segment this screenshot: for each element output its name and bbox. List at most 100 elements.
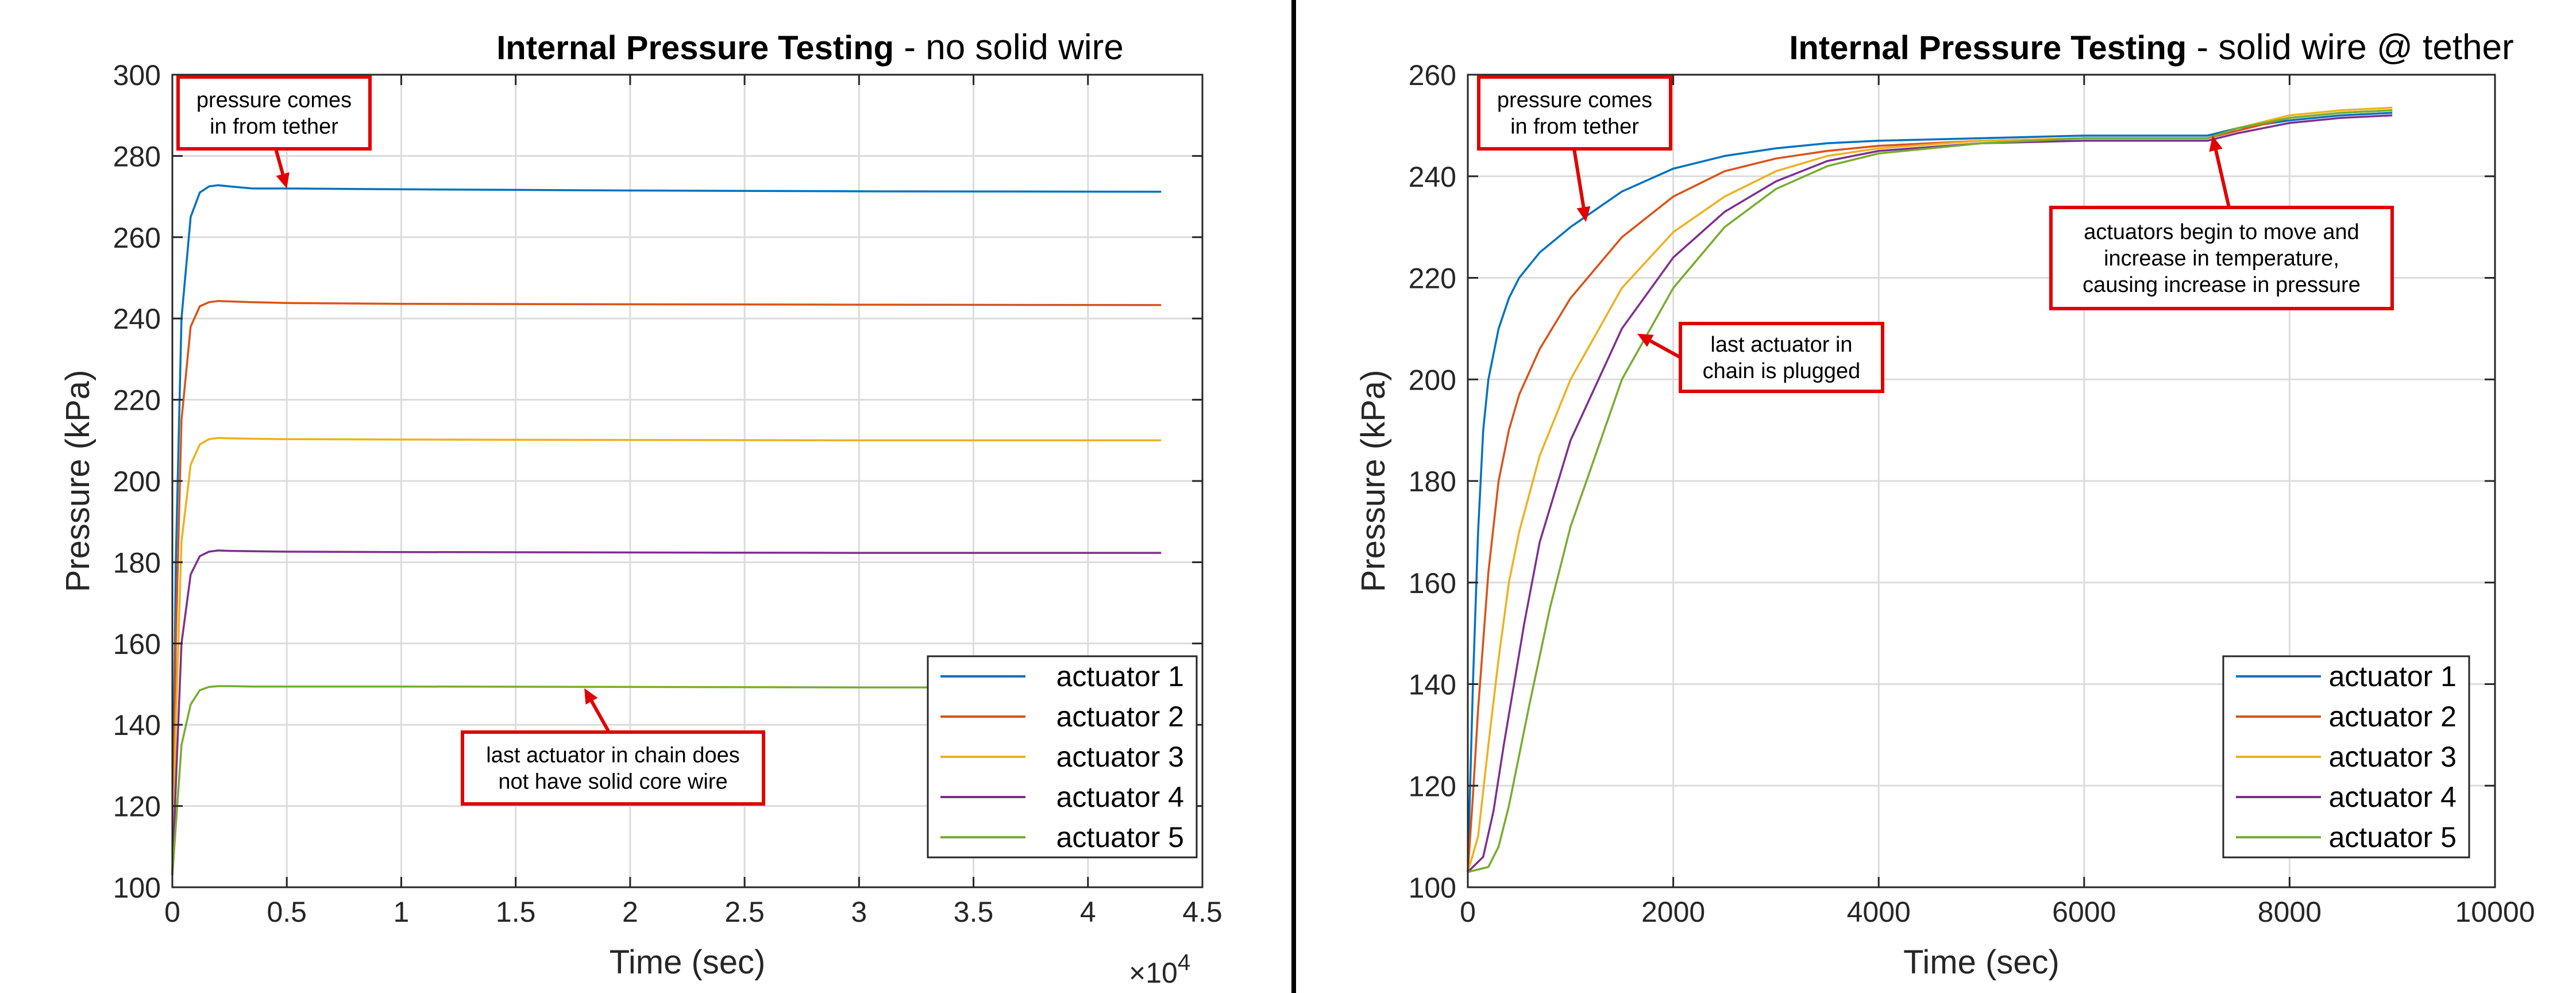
axis-ticks: 0 2000 4000 6000 8000 10000 100 120 140 160 180 200…: [1409, 59, 2535, 928]
annotation-text-line: not have solid core wire: [498, 770, 727, 794]
annotation-arrow: [1649, 339, 1682, 359]
y-axis-label: Pressure (kPa): [59, 370, 97, 592]
x-tick-label: 4000: [1847, 896, 1911, 928]
x-tick-label: 2000: [1641, 896, 1705, 928]
x-tick-label: 3: [851, 896, 867, 928]
x-tick-label: 1: [394, 896, 410, 928]
y-tick-label: 200: [113, 465, 161, 498]
series-line-actuator-5: [171, 685, 1162, 875]
x-tick-label: 10000: [2455, 896, 2535, 928]
annotation-arrow: [1572, 148, 1586, 208]
legend-label-actuator-4: actuator 4: [1056, 781, 1184, 813]
annotation-text-line: in from tether: [210, 115, 338, 139]
y-tick-label: 260: [1409, 59, 1456, 91]
y-tick-label: 220: [113, 384, 161, 417]
legend-label-actuator-5: actuator 5: [1056, 821, 1184, 853]
annotation-text-line: pressure comes: [196, 88, 352, 113]
chart-title: Internal Pressure Testing - no solid wir…: [496, 28, 1124, 67]
x-tick-label: 1.5: [496, 896, 536, 928]
annotation-arrowhead: [276, 172, 290, 188]
chart-title: Internal Pressure Testing - solid wire @…: [1789, 28, 2513, 67]
chart-title-bold: Internal Pressure Testing: [496, 29, 894, 67]
x-tick-label: 2: [622, 896, 638, 928]
legend-label-actuator-2: actuator 2: [1056, 701, 1184, 733]
annotation-arrow: [2214, 149, 2231, 208]
annotation-box: [176, 75, 372, 151]
y-tick-label: 200: [1409, 364, 1456, 396]
x-tick-label: 4: [1080, 896, 1096, 928]
y-tick-label: 180: [113, 546, 161, 579]
legend: actuator 1 actuator 2 actuator 3 actuator 4…: [2222, 655, 2470, 859]
series-line-actuator-5: [1467, 109, 2393, 873]
series-line-actuator-3: [171, 437, 1162, 875]
annotation-3: actuators begin to move and increase in t…: [2049, 136, 2394, 310]
y-tick-label: 160: [113, 628, 161, 660]
annotation-box: [461, 730, 765, 806]
annotation-text-line: actuators begin to move and: [2084, 220, 2359, 244]
y-tick-label: 180: [1409, 465, 1456, 498]
annotation-box: [1679, 322, 1884, 393]
plot-series: [1467, 106, 2393, 873]
chart-no-solid-wire: 0 0.5 1 1.5 2 2.5 3 3.5 4 4.5 100 120 140 160 180 200 22…: [59, 28, 1223, 989]
y-tick-label: 140: [1409, 669, 1456, 701]
x-axis-label: Time (sec): [1903, 944, 2060, 981]
annotation-arrowhead: [2209, 136, 2223, 152]
series-line-actuator-1: [171, 184, 1162, 875]
annotation-text-line: in from tether: [1510, 115, 1639, 139]
y-tick-label: 100: [1409, 872, 1456, 904]
annotation-text-line: last actuator in chain does: [486, 744, 740, 768]
x-tick-label: 3.5: [954, 896, 994, 928]
series-line-actuator-4: [171, 549, 1162, 875]
y-tick-label: 100: [113, 872, 161, 904]
x-tick-label: 2.5: [724, 896, 765, 928]
y-tick-label: 240: [113, 303, 161, 335]
x-axis-exponent-base: ×10: [1129, 957, 1178, 989]
series-line-actuator-2: [171, 300, 1162, 875]
y-tick-label: 160: [1409, 567, 1456, 599]
gridlines: [172, 75, 1202, 887]
y-tick-label: 120: [113, 791, 161, 823]
annotation-text-line: increase in temperature,: [2104, 247, 2339, 271]
annotation-arrow: [274, 148, 285, 175]
y-tick-label: 260: [113, 222, 161, 254]
chart-title-rest: - no solid wire: [894, 28, 1124, 67]
y-axis-label: Pressure (kPa): [1355, 370, 1392, 592]
series-line-actuator-1: [1467, 111, 2393, 872]
legend-label-actuator-4: actuator 4: [2329, 781, 2457, 813]
annotation-box: [2049, 206, 2394, 310]
x-tick-label: 0: [164, 896, 180, 928]
annotation-arrowhead: [1576, 206, 1591, 222]
annotation-arrowhead: [1637, 333, 1654, 347]
chart-title-rest: - solid wire @ tether: [2186, 28, 2513, 67]
annotation-text-line: pressure comes: [1497, 88, 1652, 113]
x-tick-label: 0: [1460, 896, 1476, 928]
annotation-box: [1477, 75, 1672, 151]
legend-label-actuator-3: actuator 3: [2329, 741, 2457, 773]
x-tick-label: 4.5: [1182, 896, 1223, 928]
legend-label-actuator-1: actuator 1: [2329, 660, 2457, 692]
axis-ticks: 0 0.5 1 1.5 2 2.5 3 3.5 4 4.5 100 120 140 160 180 200 22…: [113, 59, 1223, 928]
y-tick-label: 240: [1409, 161, 1456, 193]
x-tick-label: 8000: [2258, 896, 2322, 928]
annotation-text-line: last actuator in: [1710, 333, 1852, 357]
annotation-text-line: causing increase in pressure: [2083, 273, 2361, 297]
series-line-actuator-4: [1467, 114, 2393, 873]
chart-title-bold: Internal Pressure Testing: [1789, 29, 2186, 67]
annotation-arrow: [590, 700, 611, 733]
y-tick-label: 120: [1409, 770, 1456, 802]
legend-label-actuator-5: actuator 5: [2329, 821, 2457, 853]
x-axis-exponent: ×104: [1129, 950, 1190, 989]
legend-label-actuator-3: actuator 3: [1056, 741, 1184, 773]
plot-series: [171, 184, 1162, 875]
x-tick-label: 0.5: [267, 896, 307, 928]
annotation-arrowhead: [584, 688, 598, 705]
legend: actuator 1 actuator 2 actuator 3 actuator 4…: [927, 655, 1198, 859]
